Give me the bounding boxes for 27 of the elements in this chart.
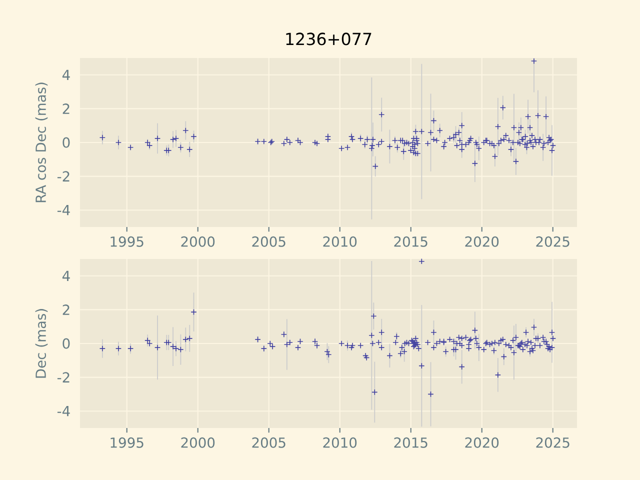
y-axis-title: RA cos Dec (mas) bbox=[35, 82, 48, 202]
y-tick-label: -4 bbox=[57, 205, 70, 216]
x-tick-label: 2020 bbox=[465, 236, 499, 247]
x-tick-label: 2015 bbox=[394, 437, 428, 448]
x-tick-label: 2010 bbox=[323, 236, 357, 247]
x-tick-label: 1995 bbox=[110, 437, 144, 448]
y-axis-title: Dec (mas) bbox=[35, 309, 48, 378]
y-tick-label: -4 bbox=[57, 406, 70, 416]
y-tick-label: 4 bbox=[62, 270, 70, 281]
x-tick-label: 2015 bbox=[394, 236, 428, 247]
x-tick-label: 2010 bbox=[323, 437, 357, 448]
y-tick-label: -2 bbox=[57, 171, 70, 182]
y-tick-label: 0 bbox=[62, 338, 70, 349]
x-tick-label: 2005 bbox=[252, 437, 286, 448]
y-tick-label: -2 bbox=[57, 372, 70, 382]
y-tick-label: 4 bbox=[62, 70, 70, 80]
x-tick-label: 2025 bbox=[536, 236, 570, 247]
y-tick-label: 2 bbox=[62, 304, 70, 315]
x-tick-label: 2005 bbox=[252, 236, 286, 247]
x-tick-label: 2025 bbox=[536, 437, 570, 448]
x-tick-label: 2020 bbox=[465, 437, 499, 448]
chart-title: 1236+077 bbox=[286, 32, 372, 46]
x-tick-label: 2000 bbox=[181, 437, 215, 448]
y-tick-label: 0 bbox=[62, 137, 70, 148]
x-tick-label: 1995 bbox=[110, 236, 144, 247]
x-tick-label: 2000 bbox=[181, 236, 215, 247]
y-tick-label: 2 bbox=[62, 104, 70, 114]
